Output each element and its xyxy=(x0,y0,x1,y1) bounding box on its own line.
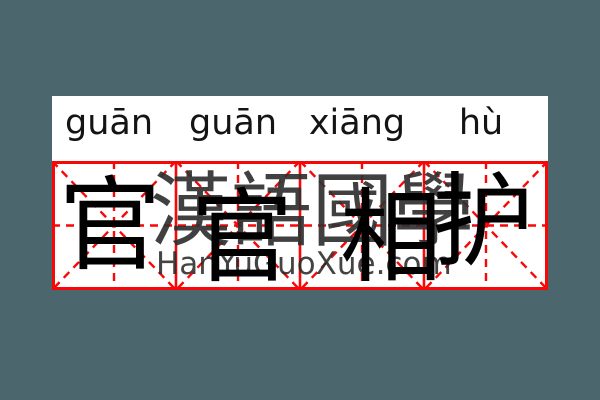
watermark-cjk-char-3: 國 xyxy=(312,165,394,259)
idiom-char-3: 相 xyxy=(340,183,442,296)
pinyin-row: guān guān xiāng hù xyxy=(52,100,548,146)
grid-guide-lines xyxy=(52,161,548,290)
idiom-char-4: 护 xyxy=(432,167,534,280)
pinyin-syllable-1: guān xyxy=(64,103,154,143)
pinyin-syllable-2: guān xyxy=(188,103,278,143)
idiom-char-2: 官 xyxy=(191,183,293,296)
watermark-cjk-text: 漢 語 國 學 xyxy=(150,165,474,259)
grid-borders xyxy=(52,161,548,290)
watermark-cjk-char-4: 學 xyxy=(393,165,475,259)
watermark-cjk-char-2: 語 xyxy=(231,165,313,259)
pinyin-syllable-4: hù xyxy=(458,103,504,143)
idiom-char-1: 官 xyxy=(59,171,161,284)
watermark-site-url: HanYuGuoXue.com xyxy=(156,246,452,282)
watermark-cjk-char-1: 漢 xyxy=(150,165,232,259)
mi-zi-practice-grid xyxy=(52,161,548,290)
pinyin-syllable-3: xiāng xyxy=(308,103,406,143)
